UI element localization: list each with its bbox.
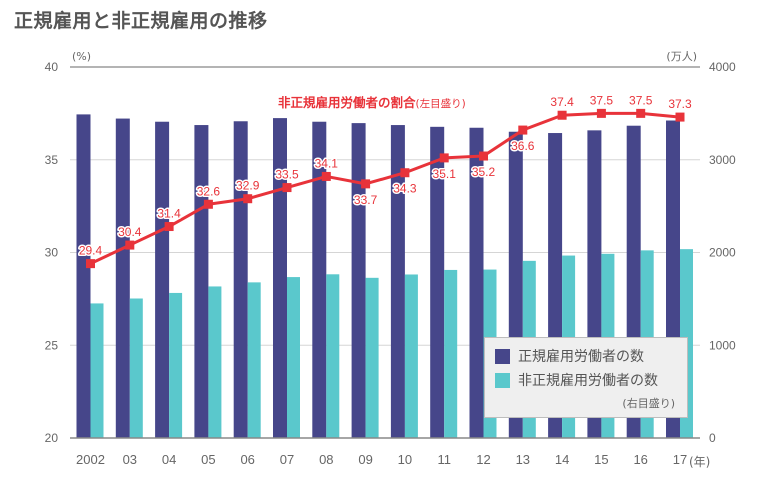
ratio-marker — [321, 171, 331, 181]
x-axis-unit: (年) — [689, 455, 710, 469]
chart-title: 正規雇用と非正規雇用の推移 — [14, 10, 268, 32]
legend-label-nonregular: 非正規雇用労働者の数 — [518, 373, 658, 389]
ratio-data-label: 33.7 — [354, 193, 378, 207]
ratio-marker — [282, 183, 292, 193]
bar-regular — [430, 126, 445, 438]
ratio-marker — [203, 199, 213, 209]
x-tick-label: 03 — [123, 452, 137, 467]
x-tick-label: 08 — [319, 452, 333, 467]
ratio-marker — [243, 194, 253, 204]
x-tick-label: 12 — [476, 452, 490, 467]
ratio-series-title: 非正規雇用労働者の割合(左目盛り) — [278, 95, 466, 110]
x-tick-label: 16 — [633, 452, 647, 467]
bar-nonregular — [287, 277, 300, 438]
bar-regular — [390, 125, 405, 439]
x-tick-label: 09 — [358, 452, 372, 467]
right-tick-label: 2000 — [709, 246, 736, 260]
ratio-data-label: 37.4 — [550, 95, 574, 109]
ratio-marker — [557, 110, 567, 120]
legend-item-nonregular: 非正規雇用労働者の数 — [495, 370, 658, 390]
bar-nonregular — [326, 274, 340, 438]
ratio-data-label: 37.5 — [590, 93, 614, 107]
x-tick-label: 10 — [398, 452, 412, 467]
bar-regular — [312, 121, 327, 438]
left-tick-label: 20 — [45, 431, 59, 445]
x-tick-label: 13 — [516, 452, 530, 467]
ratio-data-label: 34.1 — [315, 156, 339, 170]
ratio-data-label: 31.4 — [157, 207, 181, 221]
ratio-data-label: 34.3 — [393, 182, 417, 196]
ratio-marker — [479, 151, 488, 161]
ratio-data-label: 35.1 — [433, 167, 457, 181]
right-axis-unit: (万人) — [666, 50, 697, 63]
ratio-marker — [518, 125, 528, 135]
bar-nonregular — [247, 282, 261, 438]
legend: 正規雇用労働者の数 非正規雇用労働者の数 (右目盛り) — [484, 337, 688, 418]
legend-swatch-regular — [495, 348, 510, 364]
right-tick-label: 4000 — [709, 60, 736, 74]
ratio-line — [89, 111, 681, 265]
left-tick-label: 40 — [45, 60, 59, 74]
x-tick-label: 07 — [280, 452, 294, 467]
ratio-data-label: 33.5 — [275, 168, 299, 182]
bar-nonregular — [129, 298, 143, 438]
ratio-marker — [400, 168, 410, 178]
right-tick-label: 1000 — [709, 338, 736, 352]
ratio-marker — [164, 222, 174, 232]
bar-nonregular — [208, 286, 222, 438]
bar-regular — [115, 118, 130, 438]
ratio-marker — [86, 259, 95, 269]
ratio-marker — [361, 179, 371, 189]
ratio-series-note: (左目盛り) — [416, 97, 466, 110]
ratio-marker — [125, 240, 135, 250]
x-tick-label: 14 — [555, 452, 569, 467]
x-tick-label: 17 — [673, 452, 687, 467]
legend-swatch-nonregular — [495, 372, 510, 388]
right-tick-label: 0 — [709, 431, 716, 445]
legend-note: (右目盛り) — [622, 397, 675, 410]
bar-regular — [76, 114, 91, 438]
bar-regular — [469, 127, 484, 438]
bar-regular — [273, 118, 287, 438]
bar-regular — [194, 125, 209, 439]
legend-item-regular: 正規雇用労働者の数 — [495, 346, 644, 366]
bar-nonregular — [365, 277, 379, 438]
legend-label-regular: 正規雇用労働者の数 — [518, 349, 644, 365]
x-tick-label: 15 — [594, 452, 608, 467]
right-tick-label: 3000 — [709, 153, 736, 167]
ratio-marker — [596, 108, 606, 118]
bar-regular — [351, 123, 366, 439]
ratio-data-label: 35.2 — [472, 165, 496, 179]
ratio-data-label: 30.4 — [118, 225, 142, 239]
bar-regular — [155, 121, 170, 438]
bar-nonregular — [90, 303, 104, 438]
x-tick-label: 11 — [437, 452, 451, 467]
ratio-data-label: 36.6 — [511, 139, 535, 153]
ratio-series-name: 非正規雇用労働者の割合 — [278, 95, 416, 110]
ratio-data-label: 32.6 — [197, 184, 221, 198]
x-tick-label: 04 — [162, 452, 176, 467]
bar-nonregular — [404, 274, 418, 438]
ratio-marker — [636, 108, 646, 118]
ratio-marker — [439, 153, 449, 163]
ratio-data-label: 29.4 — [79, 244, 103, 258]
left-tick-label: 25 — [45, 338, 59, 352]
ratio-marker — [675, 112, 685, 122]
bar-regular — [233, 121, 248, 438]
bar-nonregular — [444, 269, 458, 438]
left-axis-unit: (%) — [72, 50, 91, 63]
left-tick-label: 30 — [45, 246, 59, 260]
left-tick-label: 35 — [45, 153, 59, 167]
x-tick-label: 2002 — [76, 452, 105, 467]
bar-nonregular — [169, 292, 183, 438]
ratio-data-label: 32.9 — [236, 179, 260, 193]
ratio-data-label: 37.5 — [629, 93, 653, 107]
x-tick-label: 06 — [240, 452, 254, 467]
x-tick-label: 05 — [201, 452, 215, 467]
ratio-data-label: 37.3 — [668, 97, 692, 111]
